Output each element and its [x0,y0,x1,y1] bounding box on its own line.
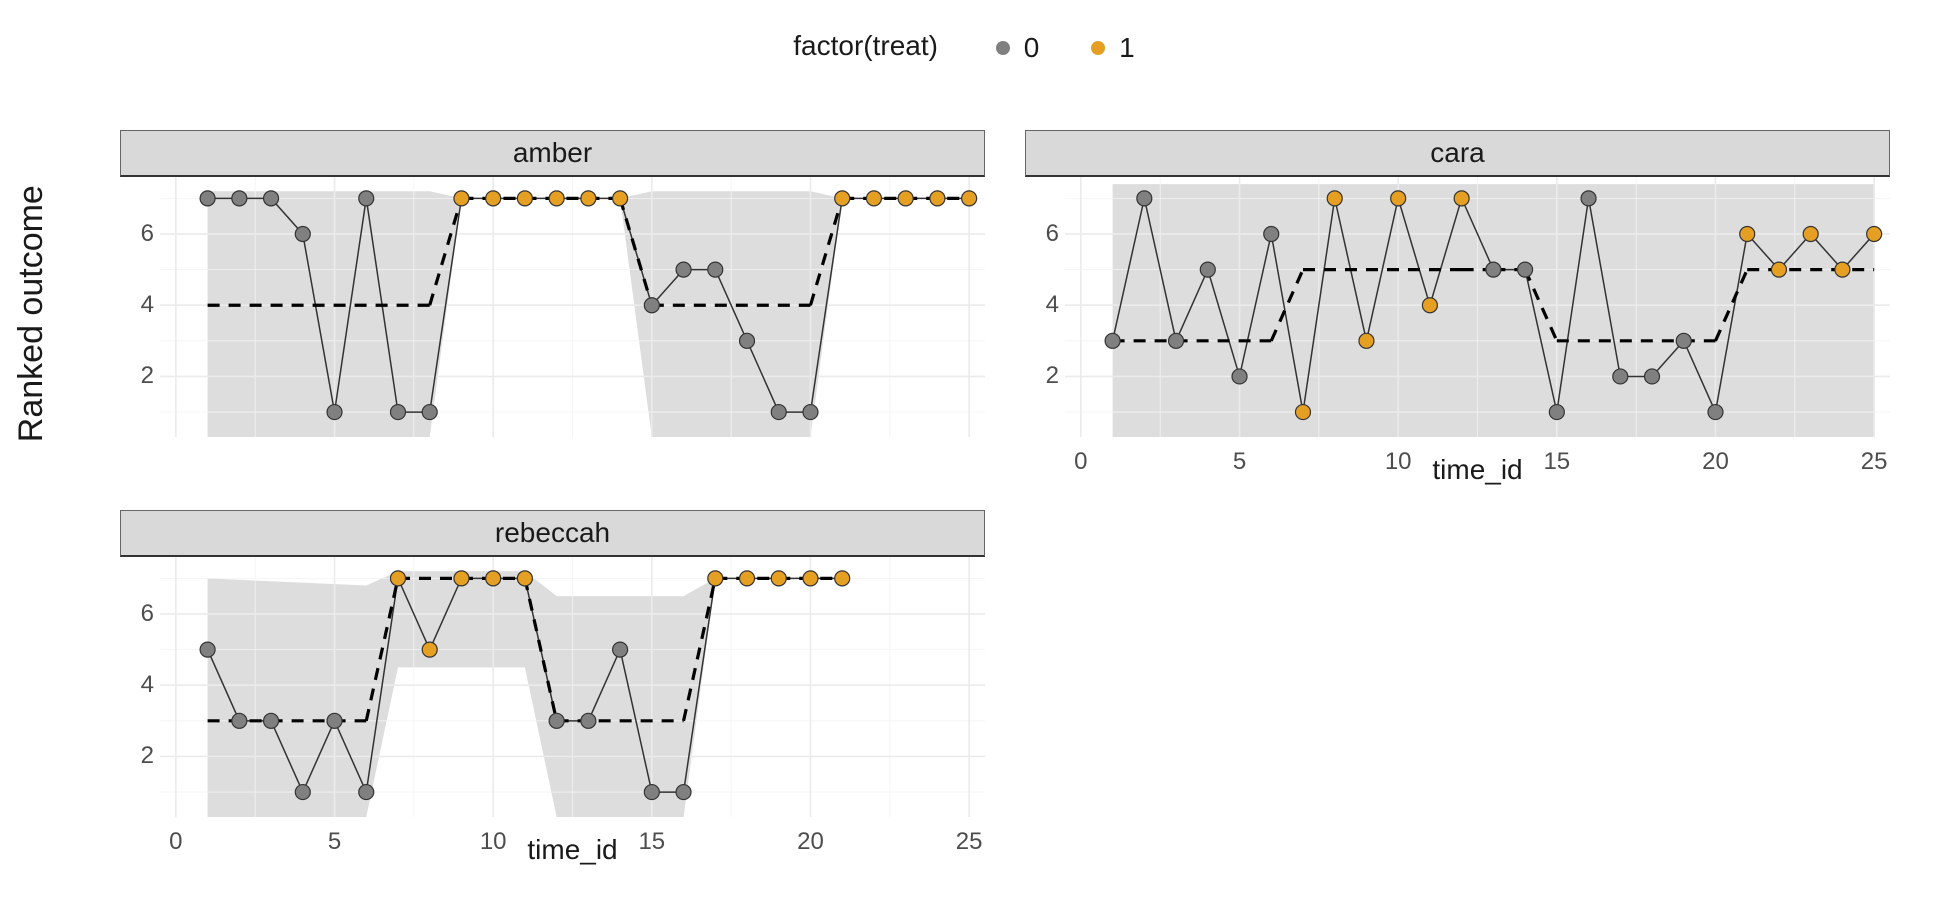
facet-rebeccah: rebeccah2460510152025time_id [120,510,985,860]
facet-strip: cara [1025,130,1890,177]
y-axis-title: Ranked outcome [12,185,51,442]
x-axis-title: time_id [1432,454,1522,486]
x-axis-spacer [120,442,985,480]
x-axis-title: time_id [527,834,617,866]
y-tick-label: 4 [141,671,154,699]
facet-grid: amber246cara2460510152025time_idrebeccah… [120,130,1900,870]
x-axis: 0510152025time_id [1065,442,1890,480]
y-tick-label: 2 [141,742,154,770]
legend-title: factor(treat) [793,30,938,61]
legend-swatch-0 [996,41,1010,55]
y-tick-label: 2 [141,362,154,390]
legend: factor(treat) 0 1 [0,30,1950,64]
legend-item-1: 1 [1091,32,1135,64]
x-tick-label: 25 [956,828,983,856]
x-tick-label: 10 [1385,448,1412,476]
legend-swatch-1 [1091,41,1105,55]
panel-wrap: 2 4 6 [120,177,985,442]
y-tick-label: 6 [141,600,154,628]
facet-amber: amber 2 4 6 [120,130,985,480]
panel-wrap: 2 4 6 [1025,177,1890,442]
x-tick-label: 25 [1861,448,1888,476]
chart-page: { "legend": { "title": "factor(treat)", … [0,0,1950,900]
facet-strip: rebeccah [120,510,985,557]
legend-label-0: 0 [1024,32,1040,64]
legend-label-1: 1 [1119,32,1135,64]
plot-panel [160,557,985,822]
x-tick-label: 20 [1702,448,1729,476]
legend-item-0: 0 [996,32,1040,64]
y-axis-ticks: 2 4 6 [120,177,160,442]
x-tick-label: 0 [1074,448,1087,476]
x-tick-label: 10 [480,828,507,856]
y-tick-label: 4 [1046,291,1059,319]
x-tick-label: 5 [328,828,341,856]
facet-strip: amber [120,130,985,177]
x-tick-label: 0 [169,828,182,856]
facet-cara: cara2460510152025time_id [1025,130,1890,480]
x-tick-label: 20 [797,828,824,856]
y-tick-label: 2 [1046,362,1059,390]
x-tick-label: 15 [638,828,665,856]
panel-wrap: 2 4 6 [120,557,985,822]
y-tick-label: 6 [141,220,154,248]
y-tick-label: 4 [141,291,154,319]
y-tick-label: 6 [1046,220,1059,248]
y-axis-ticks: 2 4 6 [120,557,160,822]
plot-panel [160,177,985,442]
x-tick-label: 15 [1543,448,1570,476]
y-axis-ticks: 2 4 6 [1025,177,1065,442]
x-tick-label: 5 [1233,448,1246,476]
x-axis: 0510152025time_id [160,822,985,860]
plot-panel [1065,177,1890,442]
